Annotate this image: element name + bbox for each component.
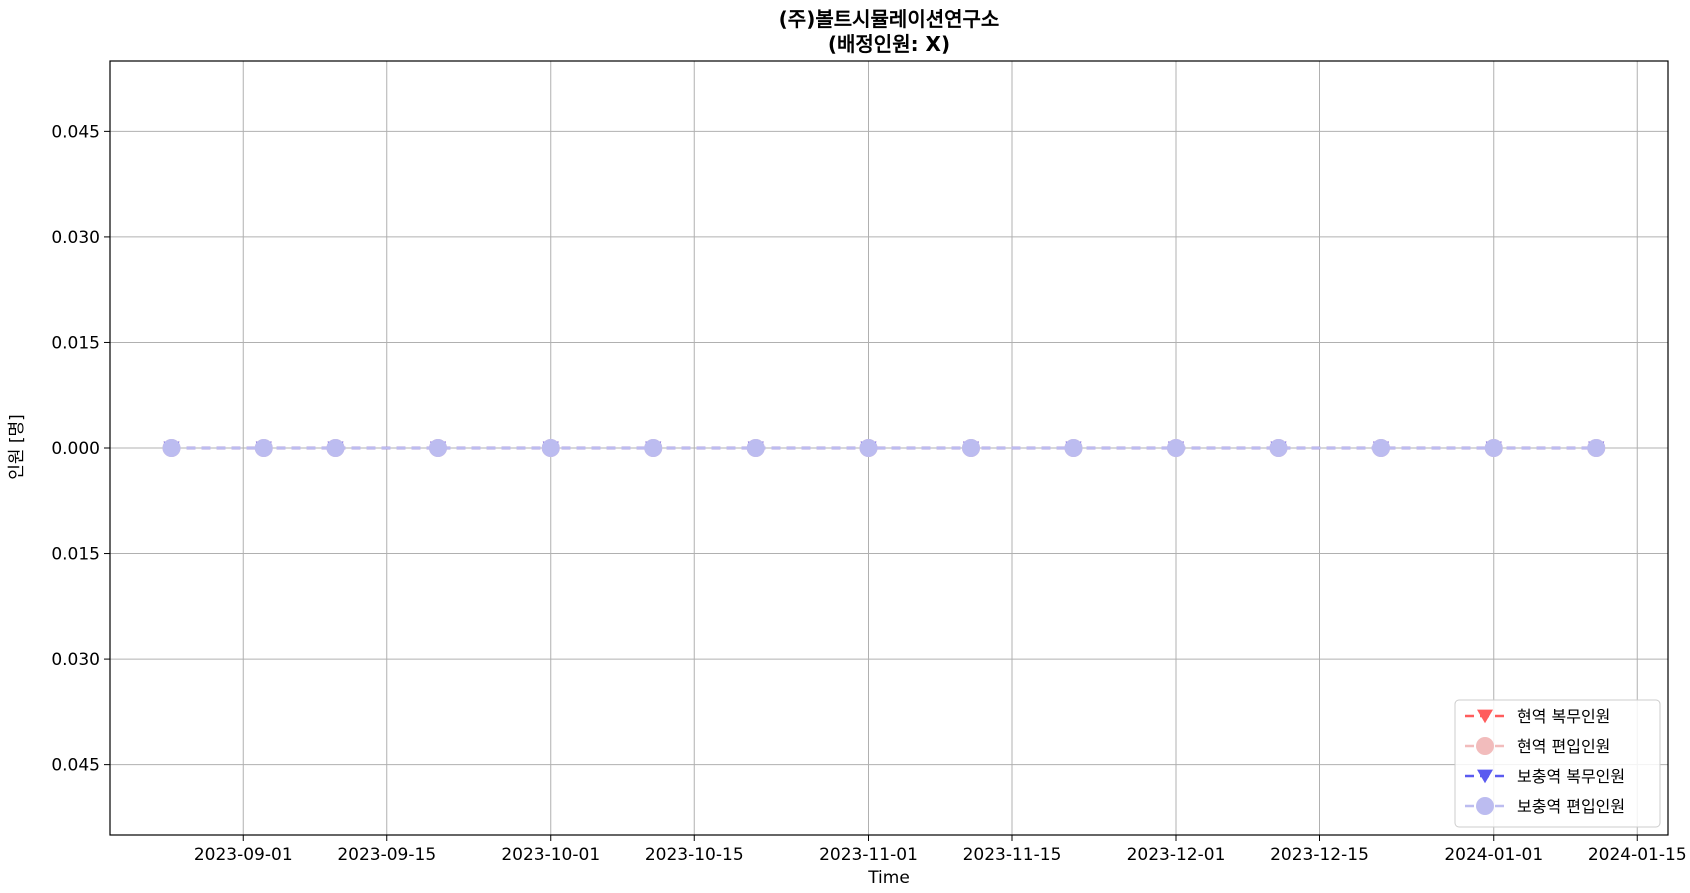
x-tick-label: 2024-01-15 xyxy=(1588,845,1687,865)
series-3 xyxy=(162,439,1606,457)
data-point xyxy=(1484,439,1503,457)
x-tick-label: 2024-01-01 xyxy=(1444,845,1543,865)
x-tick-label: 2023-11-01 xyxy=(819,845,918,865)
legend-item: 보충역 편입인원 xyxy=(1465,797,1625,816)
series-layer xyxy=(162,439,1606,457)
y-tick-label: 0.015 xyxy=(51,545,100,565)
legend-label: 보충역 복무인원 xyxy=(1517,767,1625,786)
data-point xyxy=(162,439,181,457)
y-tick-label: 0.030 xyxy=(51,650,100,670)
data-point xyxy=(644,439,663,457)
legend-marker xyxy=(1476,797,1494,815)
x-axis-label: Time xyxy=(867,868,910,888)
legend-marker xyxy=(1477,769,1493,784)
x-tick-label: 2023-10-15 xyxy=(645,845,744,865)
data-point xyxy=(1372,439,1390,457)
legend-box xyxy=(1454,699,1661,828)
y-tick-label: 0.000 xyxy=(51,439,100,459)
x-tick-label: 2023-11-15 xyxy=(963,845,1062,865)
legend-item: 현역 복무인원 xyxy=(1465,707,1610,726)
x-tick-label: 2023-12-01 xyxy=(1127,845,1226,865)
data-point xyxy=(962,439,980,457)
y-tick-label: 0.015 xyxy=(51,333,100,353)
data-point xyxy=(326,439,345,457)
legend-label: 현역 복무인원 xyxy=(1517,707,1610,726)
data-point xyxy=(859,439,878,457)
data-point xyxy=(1064,439,1083,457)
data-point xyxy=(1587,439,1606,457)
y-tick-label: 0.045 xyxy=(51,122,100,142)
data-point xyxy=(746,439,765,457)
x-tick-label: 2023-10-01 xyxy=(501,845,600,865)
chart-title: (주)볼트시뮬레이션연구소 xyxy=(779,7,1000,31)
ticks: 2023-09-01 2023-09-15 2023-10-01 2023-10-15… xyxy=(51,122,1686,865)
legend-label: 보충역 편입인원 xyxy=(1517,797,1625,816)
legend-marker xyxy=(1476,737,1494,755)
data-point xyxy=(429,439,447,457)
y-axis-label: 인원 [명] xyxy=(7,414,27,480)
legend-marker xyxy=(1477,709,1493,724)
x-tick-label: 2023-09-01 xyxy=(194,845,293,865)
legend-item: 현역 편입인원 xyxy=(1465,737,1610,756)
legend-item: 보충역 복무인원 xyxy=(1465,767,1625,786)
x-tick-label: 2023-12-15 xyxy=(1270,845,1369,865)
data-point xyxy=(1167,439,1185,457)
y-tick-label: 0.045 xyxy=(51,756,100,776)
data-point xyxy=(1269,439,1288,457)
data-point xyxy=(541,439,560,457)
x-tick-label: 2023-09-15 xyxy=(337,845,436,865)
data-point xyxy=(254,439,273,457)
chart-subtitle: (배정인원: X) xyxy=(828,32,950,56)
y-tick-label: 0.030 xyxy=(51,228,100,248)
legend-label: 현역 편입인원 xyxy=(1517,737,1610,756)
